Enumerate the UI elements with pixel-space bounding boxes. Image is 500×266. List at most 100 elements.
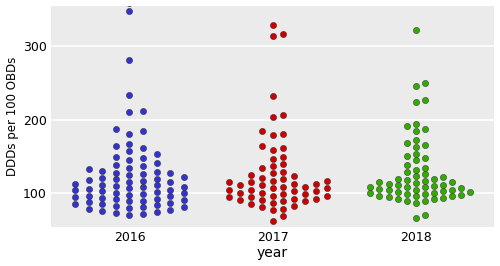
Point	[152, 170, 160, 174]
Point	[394, 190, 402, 194]
Point	[402, 192, 410, 196]
Point	[412, 194, 420, 198]
Point	[280, 207, 287, 211]
Point	[402, 163, 410, 168]
Point	[412, 151, 420, 156]
Point	[268, 115, 276, 119]
Point	[126, 180, 134, 184]
Point	[412, 168, 420, 172]
Point	[247, 180, 255, 184]
X-axis label: year: year	[257, 246, 288, 260]
Point	[280, 177, 287, 181]
Point	[139, 192, 147, 196]
Point	[402, 199, 410, 203]
Point	[268, 23, 276, 28]
Point	[268, 218, 276, 223]
Point	[112, 190, 120, 195]
Point	[180, 191, 188, 196]
Point	[139, 164, 147, 168]
Point	[258, 176, 266, 180]
Point	[126, 58, 134, 62]
Point	[166, 207, 174, 212]
Point	[280, 154, 287, 159]
Point	[268, 179, 276, 183]
Point	[376, 180, 384, 184]
Point	[126, 158, 134, 162]
Point	[126, 213, 134, 217]
Point	[225, 195, 233, 199]
Point	[258, 129, 266, 134]
Point	[384, 182, 392, 186]
Y-axis label: DDDs per 100 OBDs: DDDs per 100 OBDs	[6, 56, 18, 176]
Point	[112, 144, 120, 148]
Point	[290, 204, 298, 208]
Point	[139, 179, 147, 183]
Point	[112, 177, 120, 181]
Point	[112, 184, 120, 188]
Point	[421, 172, 429, 176]
Point	[166, 194, 174, 198]
Point	[280, 113, 287, 117]
Point	[412, 138, 420, 143]
Point	[258, 205, 266, 210]
Point	[430, 177, 438, 181]
Point	[402, 124, 410, 128]
Point	[98, 176, 106, 180]
Point	[421, 126, 429, 131]
Point	[457, 186, 465, 190]
Point	[412, 158, 420, 162]
Point	[258, 190, 266, 195]
Point	[71, 195, 79, 199]
Point	[84, 200, 92, 204]
Point	[421, 213, 429, 218]
Point	[323, 193, 331, 198]
Point	[421, 199, 429, 203]
Point	[412, 215, 420, 220]
Point	[98, 169, 106, 173]
Point	[268, 186, 276, 190]
Point	[448, 180, 456, 184]
Point	[166, 171, 174, 176]
Point	[152, 196, 160, 201]
Point	[421, 143, 429, 147]
Point	[421, 192, 429, 196]
Point	[98, 182, 106, 187]
Point	[166, 180, 174, 184]
Point	[71, 202, 79, 206]
Point	[301, 192, 309, 196]
Point	[421, 165, 429, 170]
Point	[139, 156, 147, 160]
Point	[84, 193, 92, 198]
Point	[126, 186, 134, 190]
Point	[290, 182, 298, 186]
Point	[126, 1, 134, 6]
Point	[152, 210, 160, 214]
Point	[268, 157, 276, 161]
Point	[394, 177, 402, 181]
Point	[268, 133, 276, 137]
Point	[139, 109, 147, 113]
Point	[412, 188, 420, 192]
Point	[280, 162, 287, 166]
Point	[466, 190, 474, 194]
Point	[280, 31, 287, 36]
Point	[280, 199, 287, 203]
Point	[152, 203, 160, 207]
Point	[268, 208, 276, 213]
Point	[98, 209, 106, 213]
Point	[421, 156, 429, 160]
Point	[384, 195, 392, 199]
Point	[412, 122, 420, 126]
Point	[126, 148, 134, 153]
Point	[268, 201, 276, 205]
Point	[366, 185, 374, 189]
Point	[180, 175, 188, 179]
Point	[247, 188, 255, 192]
Point	[180, 198, 188, 202]
Point	[312, 182, 320, 186]
Point	[439, 175, 447, 179]
Point	[71, 182, 79, 186]
Point	[258, 165, 266, 170]
Point	[402, 170, 410, 174]
Point	[323, 186, 331, 190]
